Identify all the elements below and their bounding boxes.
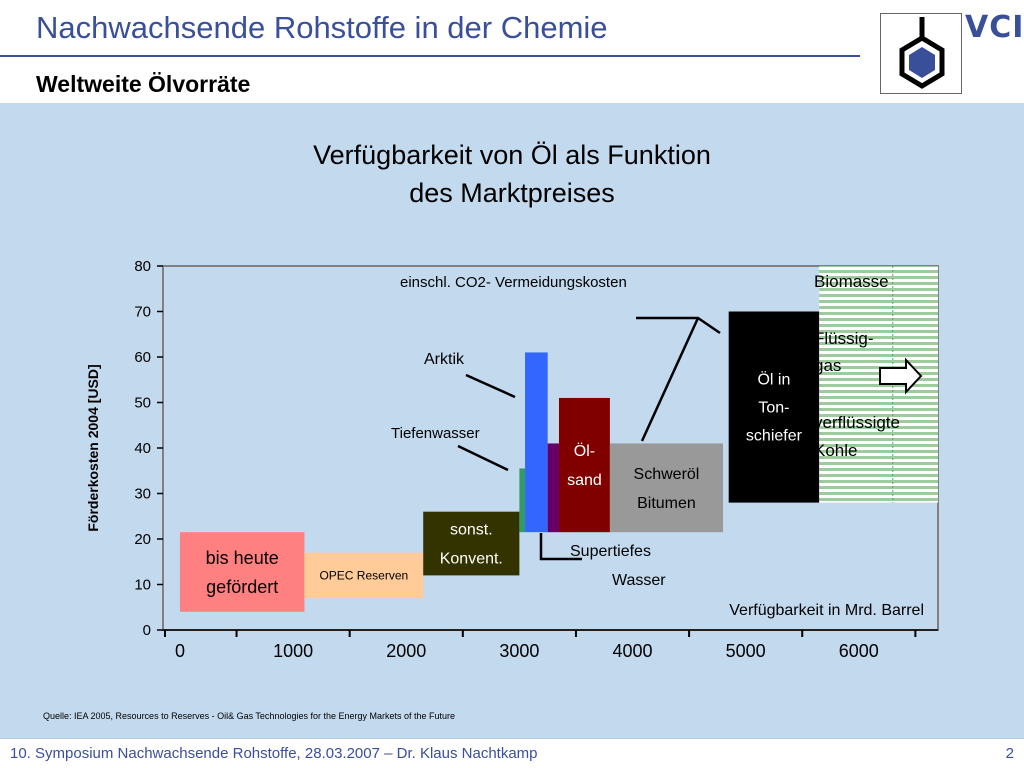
fluessiggas-label-2: gas (814, 356, 841, 375)
x-tick-label: 3000 (499, 641, 539, 661)
x-tick-label: 0 (175, 641, 185, 661)
y-tick-label: 10 (134, 577, 151, 594)
biomasse-label: Biomasse (814, 272, 889, 291)
bar-biomasse-fl-ssiggas-verfl-ssigte-kohle (819, 266, 938, 503)
y-tick-label: 20 (134, 531, 151, 548)
x-tick-label: 1000 (273, 641, 313, 661)
bar-label: Schweröl (634, 466, 700, 483)
vci-logo-text: VCI (965, 10, 1024, 45)
x-tick-label: 2000 (386, 641, 426, 661)
bar-label: Bitumen (637, 495, 696, 512)
co2-annotation: einschl. CO2- Vermeidungskosten (400, 274, 627, 291)
bar-bis-heute-gef-rdert (179, 532, 305, 612)
chart-title: Verfügbarkeit von Öl als Funktion des Ma… (0, 136, 1024, 212)
y-tick-label: 30 (134, 486, 151, 503)
y-tick-label: 40 (134, 440, 151, 457)
chart-title-line1: Verfügbarkeit von Öl als Funktion (313, 140, 711, 170)
footer-text: 10. Symposium Nachwachsende Rohstoffe, 2… (10, 745, 538, 762)
x-tick-label: 6000 (839, 641, 879, 661)
right-arrow-icon (879, 357, 923, 395)
bar-label: OPEC Reserven (319, 569, 408, 583)
x-tick-label: 4000 (613, 641, 653, 661)
y-tick-label: 0 (143, 622, 151, 639)
slide-subtitle: Weltweite Ölvorräte (36, 71, 251, 97)
y-tick-label: 70 (134, 304, 151, 321)
footer-bar (0, 738, 1024, 768)
source-note: Quelle: IEA 2005, Resources to Reserves … (43, 711, 456, 721)
bar--l-in-tonschiefer (728, 311, 820, 503)
y-axis-label: Förderkosten 2004 [USD] (85, 364, 101, 531)
y-tick-label: 80 (134, 258, 151, 275)
bar-label: Öl- (574, 442, 595, 460)
co2-bracket-left (640, 317, 700, 442)
x-axis-label: Verfügbarkeit in Mrd. Barrel (729, 602, 924, 619)
bar-arktik (525, 352, 548, 533)
bar-label: bis heute (206, 548, 279, 568)
callout-arktik: Arktik (424, 351, 465, 368)
page-number: 2 (1005, 745, 1014, 762)
y-tick-label: 50 (134, 395, 151, 412)
bar-supertiefes-wasser (547, 443, 559, 533)
co2-bracket-right (636, 316, 721, 335)
callout-supertiefes-2: Wasser (612, 572, 666, 589)
title-divider (0, 55, 860, 57)
callout-supertiefes-1: Supertiefes (570, 543, 651, 560)
slide-title: Nachwachsende Rohstoffe in der Chemie (36, 10, 608, 45)
bar-schwer-l-bitumen (609, 443, 724, 533)
bar-label: Öl in (757, 371, 790, 389)
chart-title-line2: des Marktpreises (409, 178, 615, 208)
bar-tiefenwasser (519, 468, 526, 533)
bar-label: gefördert (206, 577, 278, 597)
fluessiggas-label-1: Flüssig- (814, 329, 874, 348)
bar-label: Konvent. (440, 551, 503, 568)
callout-tiefenwasser-line (457, 444, 509, 472)
bar-sonst-konvent- (423, 511, 520, 576)
x-tick-label: 5000 (726, 641, 766, 661)
bar-opec-reserven (304, 552, 424, 599)
bar-label: sonst. (450, 522, 493, 539)
vci-logo-icon (880, 13, 962, 94)
y-tick-label: 60 (134, 349, 151, 366)
callout-tiefenwasser: Tiefenwasser (391, 425, 480, 442)
kohle-label-2: Kohle (814, 441, 857, 460)
callout-supertiefes-line (539, 533, 582, 561)
bar-label: schiefer (746, 428, 803, 445)
bar--l-sand (558, 397, 610, 533)
kohle-label-1: verflüssigte (814, 413, 900, 432)
bar-label: sand (567, 472, 602, 489)
callout-arktik-line (465, 373, 516, 399)
bar-label: Ton- (758, 400, 789, 417)
